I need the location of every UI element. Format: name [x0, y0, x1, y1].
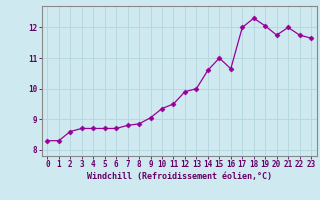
X-axis label: Windchill (Refroidissement éolien,°C): Windchill (Refroidissement éolien,°C) — [87, 172, 272, 181]
